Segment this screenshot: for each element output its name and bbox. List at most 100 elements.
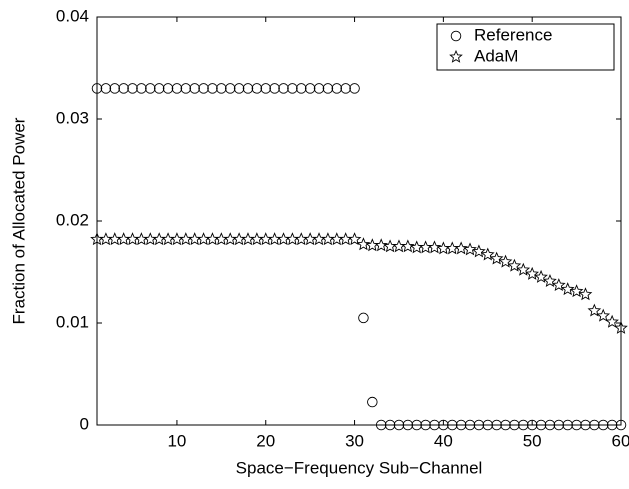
circle-marker	[518, 419, 529, 431]
circle-marker	[420, 419, 431, 431]
x-tick-label: 10	[167, 431, 186, 450]
x-tick-label: 40	[434, 431, 453, 450]
star-marker	[356, 237, 371, 251]
circle-marker	[224, 83, 236, 94]
star-marker	[454, 241, 468, 255]
circle-marker	[544, 419, 556, 431]
legend-label: Reference	[474, 25, 552, 44]
star-marker	[525, 266, 540, 280]
circle-marker	[340, 83, 351, 94]
star-marker	[472, 244, 486, 258]
circle-marker	[171, 83, 183, 94]
circle-marker	[509, 419, 520, 431]
circle-marker	[562, 419, 573, 431]
circle-marker	[287, 83, 298, 94]
circle-marker	[260, 83, 271, 94]
circle-marker	[207, 83, 218, 94]
star-marker	[463, 242, 477, 256]
y-tick-label: 0.03	[56, 108, 89, 127]
circle-marker	[118, 83, 129, 94]
circle-marker	[153, 83, 165, 94]
circle-marker	[251, 83, 263, 94]
star-marker	[401, 239, 415, 253]
circle-marker	[580, 419, 591, 431]
circle-marker	[349, 83, 360, 94]
star-marker	[560, 282, 575, 296]
circle-marker	[189, 83, 200, 94]
y-axis-label: Fraction of Allocated Power	[9, 117, 28, 324]
circle-marker	[304, 83, 316, 94]
x-tick-label: 50	[523, 431, 542, 450]
circle-marker	[571, 419, 582, 431]
circle-marker	[216, 83, 227, 94]
legend-marker	[449, 49, 463, 63]
circle-marker	[473, 419, 485, 431]
y-tick-label: 0.01	[56, 312, 89, 331]
circle-marker	[393, 419, 405, 431]
circle-marker	[367, 396, 378, 408]
star-marker	[507, 258, 522, 272]
circle-marker	[127, 83, 138, 94]
circle-marker	[162, 83, 174, 94]
circle-marker	[438, 419, 449, 431]
circle-marker	[91, 83, 103, 94]
legend-marker	[450, 30, 462, 42]
star-marker	[347, 232, 362, 246]
star-marker	[427, 240, 442, 254]
circle-marker	[535, 419, 547, 431]
x-tick-label: 20	[256, 431, 275, 450]
circle-marker	[136, 83, 147, 94]
star-marker	[596, 308, 611, 322]
circle-marker	[296, 83, 307, 94]
circle-marker	[180, 83, 192, 94]
star-marker	[569, 284, 584, 298]
x-tick-label: 60	[612, 431, 629, 450]
circle-marker	[242, 83, 254, 94]
star-marker	[534, 269, 548, 283]
star-marker	[614, 320, 628, 334]
legend-box	[436, 23, 615, 71]
star-marker	[605, 314, 619, 328]
circle-marker	[482, 419, 494, 431]
star-marker	[543, 274, 557, 287]
circle-marker	[375, 419, 387, 431]
circle-marker	[198, 83, 209, 94]
star-marker	[552, 278, 566, 292]
circle-marker	[358, 312, 369, 324]
circle-marker	[278, 83, 289, 94]
star-marker	[587, 303, 602, 317]
plot-frame	[96, 16, 622, 426]
star-marker	[516, 262, 531, 276]
circle-marker	[589, 419, 600, 431]
circle-marker	[233, 83, 245, 94]
circle-marker	[313, 83, 325, 94]
circle-marker	[429, 419, 440, 431]
circle-marker	[447, 419, 458, 431]
circle-marker	[553, 419, 565, 431]
circle-marker	[411, 419, 422, 431]
circle-marker	[109, 83, 121, 94]
y-tick-label: 0.04	[56, 6, 89, 25]
x-tick-label: 30	[345, 431, 364, 450]
circle-marker	[384, 419, 396, 431]
circle-marker	[269, 83, 280, 94]
star-marker	[498, 254, 513, 268]
star-marker	[480, 247, 495, 261]
circle-marker	[491, 419, 502, 431]
star-marker	[374, 238, 389, 252]
star-marker	[578, 287, 593, 301]
star-marker	[489, 251, 504, 265]
circle-marker	[322, 83, 334, 94]
circle-marker	[402, 419, 414, 431]
x-axis-label: Space−Frequency Sub−Channel	[236, 458, 483, 477]
circle-marker	[597, 419, 609, 431]
circle-marker	[500, 419, 511, 431]
y-tick-label: 0	[80, 414, 89, 433]
circle-marker	[526, 419, 538, 431]
circle-marker	[331, 83, 343, 94]
y-tick-label: 0.02	[56, 210, 89, 229]
circle-marker	[464, 419, 476, 431]
circle-marker	[145, 83, 156, 94]
